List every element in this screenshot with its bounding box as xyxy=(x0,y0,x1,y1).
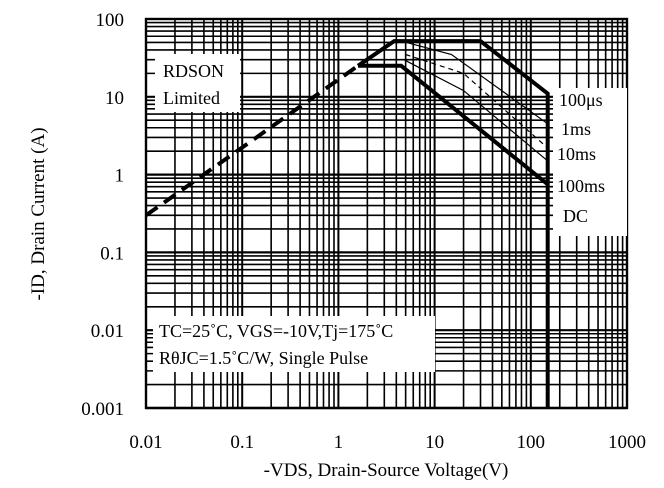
label-conditions-2: RθJC=1.5˚C/W, Single Pulse xyxy=(159,348,368,368)
series-line-dc xyxy=(358,63,549,186)
x-axis-title: -VDS, Drain-Source Voltage(V) xyxy=(264,460,509,481)
series-line-100ms xyxy=(403,59,549,162)
curve-group xyxy=(144,39,550,408)
curve-label-box xyxy=(553,88,627,236)
label-conditions-1: TC=25˚C, VGS=-10V,Tj=175˚C xyxy=(159,321,393,341)
series-line-100-s xyxy=(356,39,550,408)
series-line-1ms xyxy=(401,40,549,125)
label-10ms: 10ms xyxy=(557,144,596,164)
y-tick-label: 1 xyxy=(115,166,125,187)
x-tick-label: 1 xyxy=(334,432,344,453)
y-tick-label: 0.01 xyxy=(91,321,124,342)
y-tick-label: 0.1 xyxy=(100,243,124,264)
label-rdson: RDSON xyxy=(163,61,224,81)
x-tick-label: 10 xyxy=(425,432,444,453)
y-tick-label: 0.001 xyxy=(81,399,124,420)
x-tick-label: 0.01 xyxy=(129,432,162,453)
label-limited: Limited xyxy=(163,88,220,108)
rdson-label-box xyxy=(155,54,240,112)
x-tick-label: 100 xyxy=(517,432,546,453)
y-tick-label: 100 xyxy=(96,10,125,31)
label-100ms: 100ms xyxy=(557,176,605,196)
label-dc: DC xyxy=(563,206,588,226)
x-tick-label: 0.1 xyxy=(230,432,254,453)
series-line-10ms xyxy=(405,53,549,149)
label-1ms: 1ms xyxy=(561,119,591,139)
y-axis-title: -ID, Drain Current (A) xyxy=(28,127,49,300)
annotation-boxes xyxy=(153,54,627,372)
x-tick-label: 1000 xyxy=(608,432,646,453)
y-tick-label: 10 xyxy=(105,88,124,109)
label-100us: 100μs xyxy=(559,90,603,110)
conditions-box xyxy=(153,316,435,372)
